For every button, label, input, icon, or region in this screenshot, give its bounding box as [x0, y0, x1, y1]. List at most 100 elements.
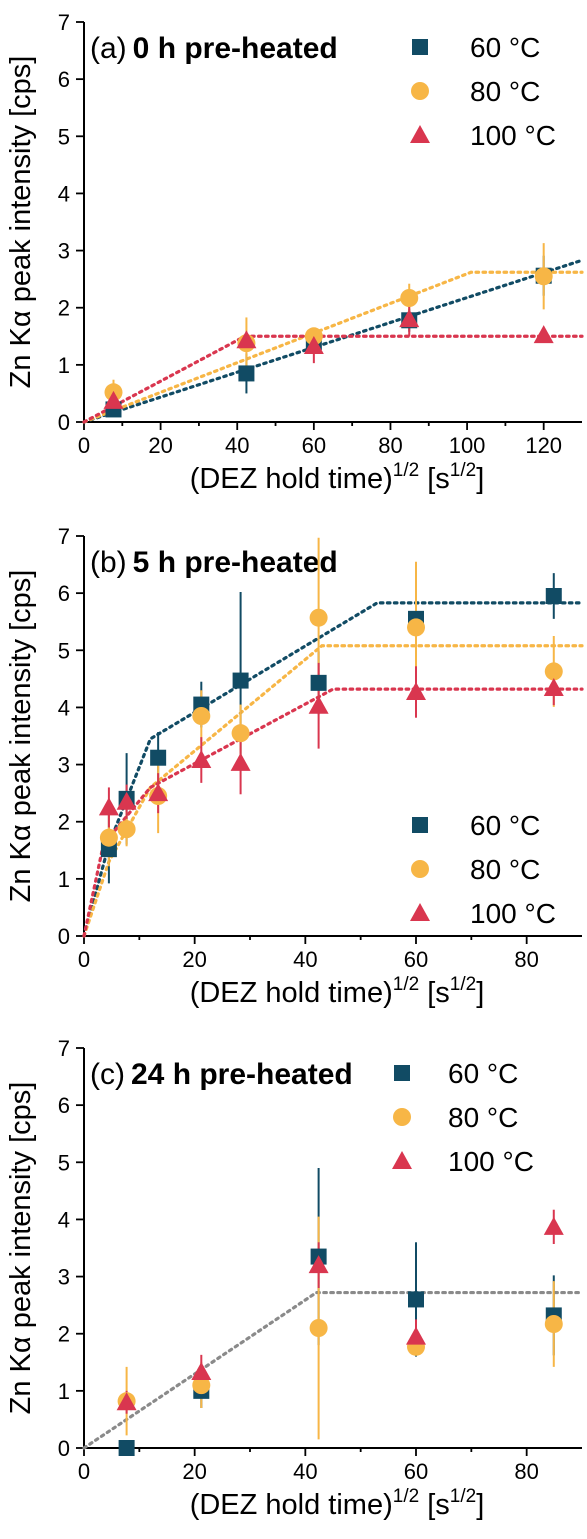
x-axis-title-part: 1/2: [450, 974, 476, 995]
x-axis-title-space: [419, 977, 427, 1009]
y-tick-label: 0: [58, 410, 70, 435]
legend-label: 60 °C: [470, 32, 540, 63]
x-tick-label: 60: [404, 1459, 428, 1484]
panel-title: (c) 24 h pre-heated: [90, 1058, 353, 1091]
legend-label: 100 °C: [470, 120, 556, 151]
y-tick-label: 6: [58, 581, 70, 606]
data-point: [191, 750, 212, 768]
data-point: [192, 707, 211, 725]
data-point: [534, 267, 553, 286]
data-point: [544, 1315, 563, 1333]
y-tick-label: 1: [58, 867, 70, 892]
x-axis-title-part: (DEZ hold time): [190, 977, 393, 1009]
x-tick-label: 60: [404, 947, 428, 972]
data-point: [148, 783, 169, 802]
y-tick-label: 5: [58, 124, 70, 149]
y-tick-label: 5: [58, 638, 70, 663]
legend-label: 100 °C: [448, 1146, 534, 1177]
x-axis-title-part: (DEZ hold time): [190, 463, 393, 495]
x-tick-label: 60: [302, 433, 326, 458]
legend-marker: [393, 1108, 411, 1126]
data-point: [150, 749, 167, 766]
data-point: [303, 336, 324, 354]
x-tick-label: 100: [449, 433, 486, 458]
legend-marker: [412, 39, 428, 55]
y-tick-label: 0: [58, 924, 70, 949]
x-axis-title-part: (DEZ hold time): [190, 1489, 393, 1521]
x-tick-label: 0: [78, 433, 90, 458]
legend-marker: [394, 1065, 410, 1081]
data-point: [309, 608, 328, 627]
data-point: [543, 1216, 564, 1235]
legend-label: 80 °C: [448, 1102, 518, 1133]
y-tick-label: 7: [58, 10, 70, 35]
panel-label: (b): [90, 546, 127, 579]
data-point: [116, 1392, 137, 1411]
legend-label: 60 °C: [448, 1058, 518, 1089]
fit-line: [82, 258, 584, 424]
x-axis-title-part: [s: [427, 977, 450, 1009]
legend-label: 80 °C: [470, 854, 540, 885]
fit-line: [82, 270, 584, 424]
x-tick-label: 20: [148, 433, 172, 458]
legend-marker: [412, 817, 428, 833]
data-point: [116, 791, 137, 810]
fit-line: [82, 1290, 584, 1450]
x-axis-title-space: [419, 1489, 427, 1521]
data-point: [400, 289, 419, 307]
data-point: [117, 820, 136, 839]
data-point: [99, 828, 118, 847]
y-tick-label: 0: [58, 1436, 70, 1461]
x-axis-title-part: ]: [476, 977, 484, 1009]
data-point: [192, 1376, 211, 1395]
y-tick-label: 4: [58, 1207, 70, 1232]
data-point: [308, 695, 329, 714]
x-tick-label: 80: [514, 1459, 538, 1484]
data-point: [310, 674, 327, 691]
legend-marker: [410, 903, 430, 921]
panel-title-text: 5 h pre-heated: [133, 546, 338, 579]
x-axis-title: (DEZ hold time)1/2 [s1/2]: [190, 1486, 485, 1521]
legend-marker: [411, 860, 429, 878]
data-point: [118, 1440, 135, 1456]
fit-line: [82, 601, 584, 938]
y-tick-label: 7: [58, 524, 70, 549]
data-point: [232, 672, 249, 689]
legend-marker: [392, 1151, 412, 1169]
x-axis-title-part: ]: [476, 1489, 484, 1521]
x-axis-title-part: 1/2: [393, 974, 419, 995]
y-axis-title: Zn Kα peak intensity [cps]: [5, 56, 37, 389]
data-point: [408, 1291, 424, 1308]
y-tick-label: 4: [58, 695, 70, 720]
x-axis-title-part: 1/2: [450, 1486, 476, 1507]
x-tick-label: 20: [182, 947, 206, 972]
y-tick-label: 2: [58, 1322, 70, 1347]
data-point: [544, 662, 563, 681]
y-tick-label: 3: [58, 239, 70, 264]
data-point: [191, 1362, 212, 1380]
x-tick-label: 40: [293, 1459, 317, 1484]
data-point: [407, 618, 425, 637]
data-point: [399, 309, 420, 328]
panel-label: (c): [90, 1058, 125, 1091]
data-point: [238, 365, 255, 382]
x-tick-label: 40: [293, 947, 317, 972]
y-tick-label: 5: [58, 1150, 70, 1175]
y-axis-title: Zn Kα peak intensity [cps]: [5, 1082, 37, 1415]
data-point: [406, 682, 426, 700]
data-point: [98, 797, 119, 816]
data-point: [543, 678, 564, 696]
x-axis-title-part: 1/2: [450, 460, 476, 481]
x-axis-title-part: 1/2: [393, 460, 419, 481]
panel-title: (a) 0 h pre-heated: [90, 32, 338, 65]
panel-label: (a): [90, 32, 127, 65]
x-axis-title-part: ]: [476, 463, 484, 495]
data-point: [231, 724, 250, 743]
legend-label: 80 °C: [470, 76, 540, 107]
y-tick-label: 1: [58, 1379, 70, 1404]
legend-label: 100 °C: [470, 898, 556, 929]
y-tick-label: 7: [58, 1036, 70, 1061]
